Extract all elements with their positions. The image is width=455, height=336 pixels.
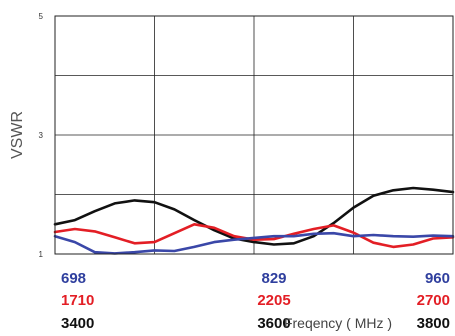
x-tick-label: 2700 <box>417 292 450 309</box>
y-axis-label: VSWR <box>9 111 26 159</box>
x-tick-label: 1710 <box>61 292 94 309</box>
series-line <box>53 231 455 255</box>
x-tick-rows: 698 829 960 1710 2205 2700 3400 3600 3800 <box>61 270 450 332</box>
x-axis-label: Freqency ( MHz ) <box>284 315 392 331</box>
y-tick-label: 1 <box>39 250 44 259</box>
y-tick-label: 5 <box>39 12 44 21</box>
series-line <box>53 186 455 246</box>
x-tick-label: 960 <box>425 270 450 287</box>
plot-frame <box>54 15 454 255</box>
x-tick-label: 3400 <box>61 315 94 332</box>
y-ticks: 1 3 5 <box>39 12 44 259</box>
series-group <box>53 186 455 255</box>
grid <box>55 16 453 254</box>
y-tick-label: 3 <box>39 131 44 140</box>
x-tick-label: 829 <box>261 270 286 287</box>
x-tick-label: 3800 <box>417 315 450 332</box>
x-tick-label: 698 <box>61 270 86 287</box>
x-tick-label: 3600 <box>257 315 290 332</box>
series-line <box>53 223 455 249</box>
x-tick-label: 2205 <box>257 292 290 309</box>
